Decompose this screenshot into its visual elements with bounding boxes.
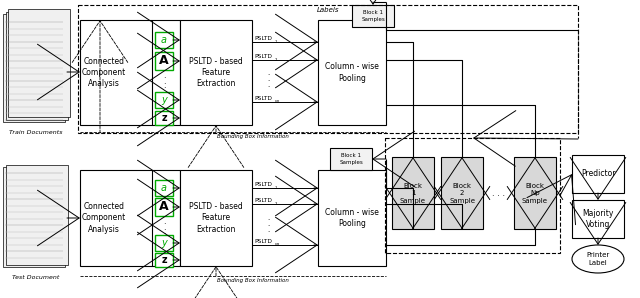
Text: PSLTD: PSLTD xyxy=(254,182,272,187)
Text: $_2$: $_2$ xyxy=(274,200,278,208)
Bar xyxy=(572,155,624,193)
Text: .: . xyxy=(267,215,269,221)
Text: z: z xyxy=(161,113,167,123)
Bar xyxy=(155,92,173,108)
Text: PSLTD: PSLTD xyxy=(254,198,272,203)
Text: . . .: . . . xyxy=(492,189,505,198)
Text: Connected
Component
Analysis: Connected Component Analysis xyxy=(82,202,126,234)
Text: Printer
Label: Printer Label xyxy=(586,252,610,266)
Text: .: . xyxy=(163,223,165,232)
Bar xyxy=(441,157,483,229)
Text: y: y xyxy=(161,95,167,105)
Bar xyxy=(155,198,173,216)
Bar xyxy=(6,12,67,119)
Text: .: . xyxy=(163,77,165,86)
Text: .: . xyxy=(267,70,269,76)
Bar xyxy=(80,20,180,125)
Text: Bounding Box Information: Bounding Box Information xyxy=(217,278,289,283)
Text: Predictor: Predictor xyxy=(580,170,615,179)
Bar xyxy=(318,170,386,266)
Text: PSLTD: PSLTD xyxy=(254,54,272,59)
Text: Block
Np
Sample: Block Np Sample xyxy=(522,182,548,204)
Bar xyxy=(155,32,173,48)
Text: a: a xyxy=(161,183,167,193)
Bar xyxy=(352,5,394,27)
Text: .: . xyxy=(267,227,269,233)
Text: PSLTD: PSLTD xyxy=(254,239,272,244)
Text: .: . xyxy=(267,82,269,88)
Text: PSLTD: PSLTD xyxy=(254,36,272,41)
Text: .: . xyxy=(163,227,165,237)
Bar xyxy=(392,157,434,229)
Bar xyxy=(80,170,180,266)
Bar xyxy=(6,164,67,265)
Bar xyxy=(155,111,173,125)
Text: A: A xyxy=(159,55,169,68)
Bar xyxy=(330,148,372,170)
Text: z: z xyxy=(161,255,167,265)
Text: $_{N2}$: $_{N2}$ xyxy=(274,241,281,249)
Text: .: . xyxy=(267,76,269,82)
Text: $_2$: $_2$ xyxy=(274,56,278,63)
Text: y: y xyxy=(161,238,167,248)
Text: $_{N1}$: $_{N1}$ xyxy=(274,98,281,105)
Text: Block
2
Sample: Block 2 Sample xyxy=(449,182,475,204)
Bar xyxy=(155,253,173,267)
Text: .: . xyxy=(163,81,165,91)
Text: PSLTD: PSLTD xyxy=(254,96,272,101)
Text: PSLTD - based
Feature
Extraction: PSLTD - based Feature Extraction xyxy=(189,202,243,234)
Text: Bounding Box Information: Bounding Box Information xyxy=(217,134,289,139)
Bar xyxy=(572,200,624,238)
Bar xyxy=(155,180,173,196)
Text: PSLTD - based
Feature
Extraction: PSLTD - based Feature Extraction xyxy=(189,57,243,88)
Text: .: . xyxy=(163,72,165,80)
Text: Majority
Voting: Majority Voting xyxy=(582,209,614,229)
Bar xyxy=(318,20,386,125)
Text: A: A xyxy=(159,201,169,213)
Text: Connected
Component
Analysis: Connected Component Analysis xyxy=(82,57,126,88)
Text: Labels: Labels xyxy=(317,7,339,13)
Bar xyxy=(8,9,70,117)
Bar xyxy=(3,167,65,267)
Text: Block 1
Samples: Block 1 Samples xyxy=(361,10,385,21)
Bar xyxy=(180,20,252,125)
Text: .: . xyxy=(163,218,165,226)
Text: Test Document: Test Document xyxy=(12,275,60,280)
Bar xyxy=(514,157,556,229)
Bar xyxy=(385,138,560,253)
Text: .: . xyxy=(267,221,269,227)
Text: Block
1
Sample: Block 1 Sample xyxy=(400,182,426,204)
Bar xyxy=(155,235,173,251)
Text: $_1$: $_1$ xyxy=(274,38,278,46)
Ellipse shape xyxy=(572,245,624,273)
Text: Column - wise
Pooling: Column - wise Pooling xyxy=(325,63,379,83)
Text: Column - wise
Pooling: Column - wise Pooling xyxy=(325,208,379,228)
Bar xyxy=(180,170,252,266)
Bar xyxy=(155,52,173,70)
Bar xyxy=(78,5,578,133)
Text: Block 1
Samples: Block 1 Samples xyxy=(339,153,363,164)
Text: $_1$: $_1$ xyxy=(274,184,278,192)
Bar xyxy=(3,14,65,122)
Text: Train Documents: Train Documents xyxy=(9,130,63,135)
Text: a: a xyxy=(161,35,167,45)
